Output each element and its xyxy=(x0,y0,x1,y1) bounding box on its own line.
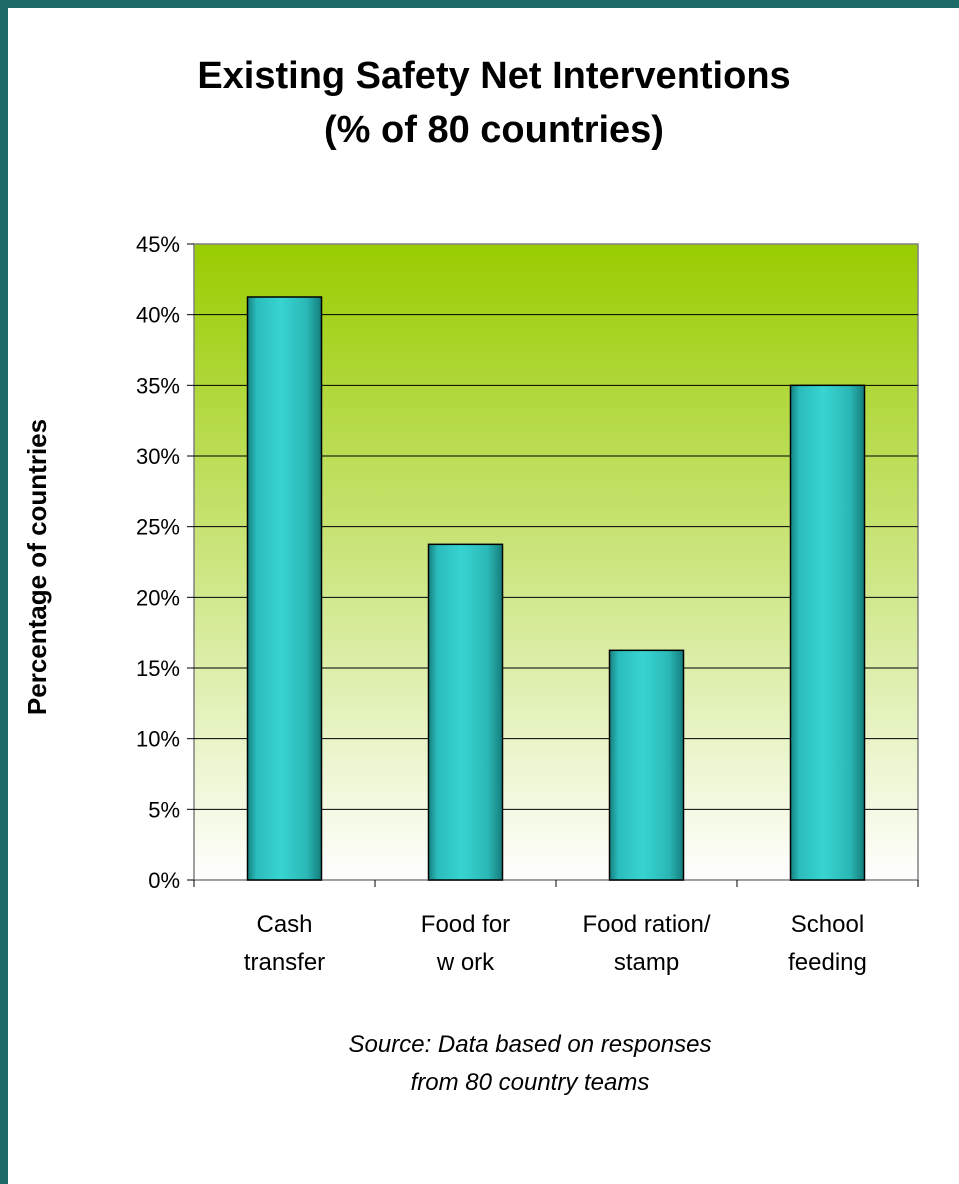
source-note-line-1: Source: Data based on responses xyxy=(349,1031,712,1058)
category-label: School feeding xyxy=(788,911,867,976)
y-tick-label: 20% xyxy=(136,585,180,610)
source-note-line-2: from 80 country teams xyxy=(411,1069,650,1096)
y-axis-label: Percentage of countries xyxy=(22,419,52,715)
bars xyxy=(246,296,866,881)
y-tick-label: 40% xyxy=(136,303,180,328)
bar xyxy=(789,384,866,881)
x-axis-ticks xyxy=(193,880,919,887)
chart: Existing Safety Net Interventions (% of … xyxy=(22,55,919,1096)
y-tick-label: 15% xyxy=(136,656,180,681)
category-labels: Cash transfer Food for w ork Food ration/sta… xyxy=(244,911,867,976)
y-axis-ticks: 0% 5% 10% 15% 20% 25% 30% 35% 40% 45% xyxy=(136,232,194,893)
y-tick-label: 25% xyxy=(136,515,180,540)
y-tick-label: 35% xyxy=(136,373,180,398)
bar xyxy=(246,296,323,881)
y-tick-label: 45% xyxy=(136,232,180,257)
slide: Existing Safety Net Interventions (% of … xyxy=(8,8,959,1184)
chart-title-line-1: Existing Safety Net Interventions xyxy=(197,55,790,97)
bar xyxy=(427,543,504,881)
bar xyxy=(608,649,685,881)
category-label: Food for w ork xyxy=(421,911,510,976)
y-tick-label: 30% xyxy=(136,444,180,469)
y-tick-label: 10% xyxy=(136,727,180,752)
y-tick-label: 0% xyxy=(148,868,180,893)
category-label: Cash transfer xyxy=(244,911,325,976)
y-tick-label: 5% xyxy=(148,797,180,822)
category-label: Food ration/stamp xyxy=(582,911,710,976)
chart-title-line-2: (% of 80 countries) xyxy=(324,109,664,151)
